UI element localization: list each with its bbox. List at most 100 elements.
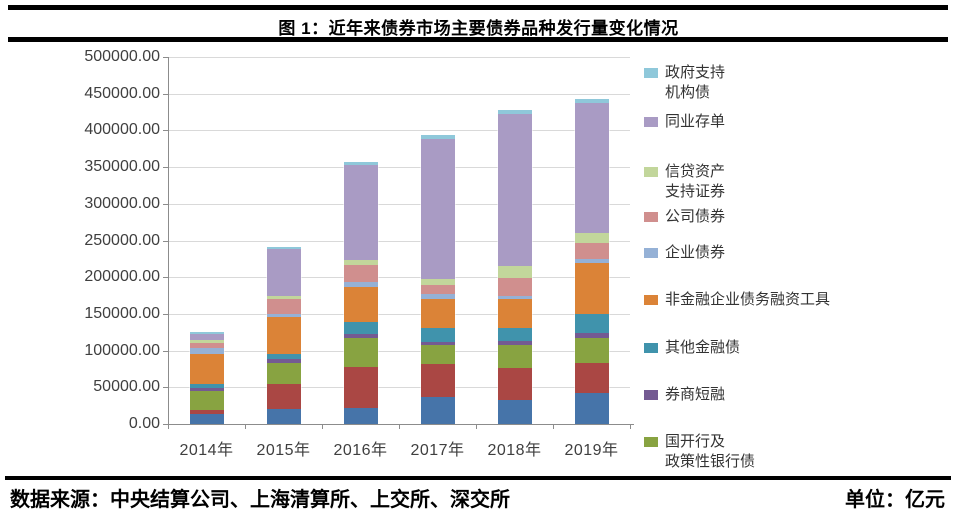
bar-segment bbox=[574, 337, 609, 363]
x-axis-tick bbox=[476, 424, 477, 429]
y-gridline bbox=[168, 203, 630, 205]
title-underline-rule bbox=[8, 37, 948, 42]
bar-column bbox=[496, 109, 533, 424]
bar-column bbox=[188, 332, 225, 424]
footer-source: 数据来源：中央结算公司、上海清算所、上交所、深交所 bbox=[10, 489, 510, 511]
y-axis-tick bbox=[163, 57, 168, 58]
bar-segment bbox=[266, 359, 301, 363]
y-gridline bbox=[168, 130, 630, 132]
legend-label: 国开行及 政策性银行债 bbox=[665, 433, 756, 470]
bar-segment bbox=[420, 345, 455, 364]
legend-label: 非金融企业债务融资工具 bbox=[665, 291, 831, 308]
bar-segment bbox=[266, 249, 301, 296]
bar-segment bbox=[420, 363, 455, 397]
legend-swatch bbox=[644, 295, 658, 305]
y-tick-label: 50000.00 bbox=[93, 378, 160, 396]
bar-segment bbox=[420, 278, 455, 286]
bar-segment bbox=[343, 282, 378, 288]
bar-segment bbox=[574, 102, 609, 233]
bar-segment bbox=[266, 383, 301, 409]
bar-segment bbox=[343, 162, 378, 165]
bar-segment bbox=[343, 367, 378, 409]
legend-swatch bbox=[644, 437, 658, 447]
bar-segment bbox=[266, 314, 301, 318]
legend-label: 同业存单 bbox=[665, 113, 726, 130]
y-tick-label: 200000.00 bbox=[84, 268, 160, 286]
bar-segment bbox=[189, 410, 224, 414]
y-tick-label: 0.00 bbox=[128, 415, 160, 432]
bar-segment bbox=[497, 345, 532, 369]
bar-segment bbox=[574, 242, 609, 260]
x-axis-tick bbox=[630, 424, 631, 429]
footer-unit: 单位：亿元 bbox=[845, 489, 945, 511]
bar-segment bbox=[420, 139, 455, 279]
bar-segment bbox=[497, 295, 532, 299]
bar-segment bbox=[343, 322, 378, 334]
bar-segment bbox=[497, 266, 532, 278]
x-category-label: 2015年 bbox=[256, 442, 311, 459]
y-gridline bbox=[168, 57, 630, 58]
y-gridline bbox=[168, 387, 630, 389]
bar-segment bbox=[266, 408, 301, 424]
legend-label: 信贷资产 支持证券 bbox=[665, 163, 726, 200]
y-tick-label: 150000.00 bbox=[84, 304, 160, 322]
bar-segment bbox=[574, 362, 609, 393]
bar-segment bbox=[266, 247, 301, 250]
y-tick-label: 400000.00 bbox=[84, 121, 160, 139]
bar-column bbox=[342, 162, 379, 424]
y-gridline bbox=[168, 277, 630, 279]
bar-segment bbox=[343, 287, 378, 323]
y-axis-tick bbox=[163, 313, 168, 315]
legend-label: 券商短融 bbox=[665, 386, 726, 403]
y-axis-tick bbox=[163, 130, 168, 132]
chart-stage: 0.00 50000.00 100000.00 150000.00 200000.00 2… bbox=[0, 42, 957, 474]
bar-segment bbox=[497, 328, 532, 342]
y-tick-label: 100000.00 bbox=[84, 341, 160, 359]
bar-segment bbox=[189, 391, 224, 411]
y-tick-label: 350000.00 bbox=[84, 158, 160, 176]
footer-rule bbox=[5, 476, 951, 480]
x-axis-tick bbox=[322, 424, 323, 429]
legend-label: 政府支持 机构债 bbox=[665, 64, 726, 101]
y-gridline bbox=[168, 240, 630, 242]
bar-segment bbox=[266, 363, 301, 384]
y-gridline bbox=[168, 313, 630, 315]
x-axis-line bbox=[163, 424, 634, 425]
y-tick-label: 300000.00 bbox=[84, 194, 160, 212]
y-tick-label: 250000.00 bbox=[84, 231, 160, 249]
y-axis-tick bbox=[163, 387, 168, 389]
bar-segment bbox=[574, 332, 609, 338]
bar-segment bbox=[420, 298, 455, 328]
bar-segment bbox=[574, 232, 609, 243]
legend-swatch bbox=[644, 68, 658, 78]
bar-segment bbox=[343, 164, 378, 260]
y-tick-label: 450000.00 bbox=[84, 84, 160, 102]
y-axis-tick bbox=[163, 203, 168, 205]
legend-swatch bbox=[644, 167, 658, 177]
y-axis-tick bbox=[163, 350, 168, 352]
bar-segment bbox=[189, 413, 224, 424]
bar-segment bbox=[189, 354, 224, 384]
legend-swatch bbox=[644, 248, 658, 258]
y-axis-tick bbox=[163, 93, 168, 95]
bar-segment bbox=[266, 299, 301, 315]
bar-segment bbox=[189, 332, 224, 335]
bar-segment bbox=[497, 341, 532, 346]
x-category-label: 2019年 bbox=[564, 442, 619, 459]
bar-segment bbox=[420, 285, 455, 295]
legend-label: 其他金融债 bbox=[665, 339, 741, 356]
bar-segment bbox=[574, 259, 609, 263]
legend-item: 非金融企业债务融资工具 bbox=[644, 290, 830, 310]
y-tick-label: 500000.00 bbox=[84, 48, 160, 65]
bar-segment bbox=[189, 383, 224, 388]
legend-item: 国开行及 政策性银行债 bbox=[644, 432, 755, 472]
top-rule bbox=[8, 5, 948, 10]
y-gridline bbox=[168, 167, 630, 169]
bar-column bbox=[265, 247, 302, 424]
figure-title: 图 1：近年来债券市场主要债券品种发行量变化情况 bbox=[278, 19, 679, 38]
bar-segment bbox=[574, 392, 609, 424]
bar-segment bbox=[497, 109, 532, 115]
bar-segment bbox=[189, 387, 224, 392]
bar-segment bbox=[266, 295, 301, 300]
bar-segment bbox=[343, 259, 378, 266]
